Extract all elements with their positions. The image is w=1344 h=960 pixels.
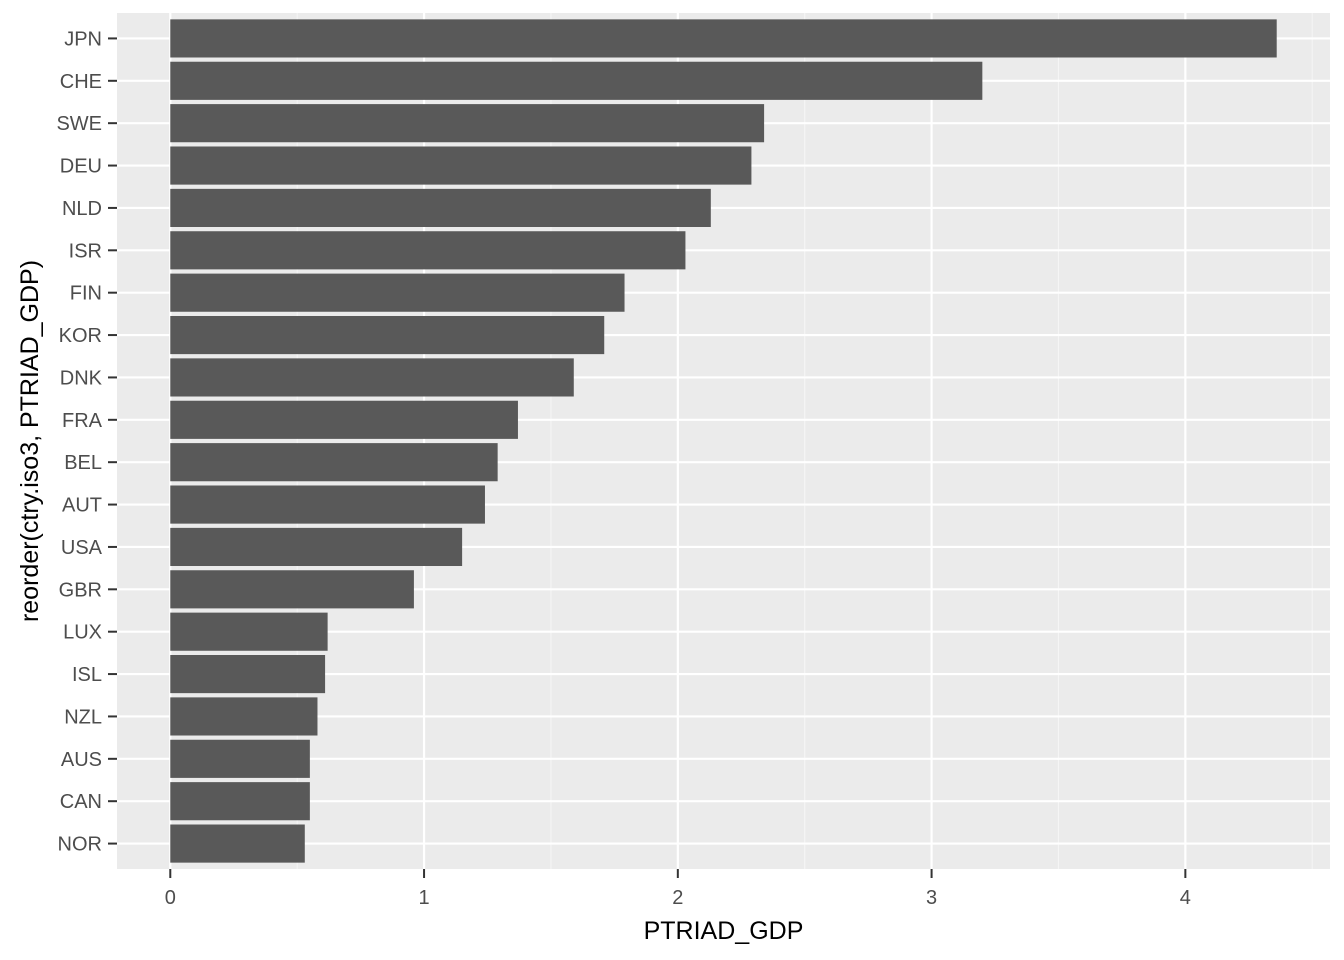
bar-aut: [170, 485, 485, 524]
y-tick-label: CAN: [60, 791, 102, 813]
y-tick-label: JPN: [64, 28, 102, 50]
y-tick-label: ISL: [72, 664, 102, 686]
bar-swe: [170, 104, 765, 143]
bar-aus: [170, 739, 310, 778]
bar-kor: [170, 315, 605, 355]
y-axis: JPN CHE SWE DEU NLD ISR FIN KOR DNK FRA BEL AUT USA G…: [56, 28, 117, 856]
x-axis-title: PTRIAD_GDP: [644, 917, 804, 945]
y-axis-title: reorder(ctry.iso3, PTRIAD_GDP): [16, 260, 44, 622]
y-tick-label: GBR: [59, 579, 102, 601]
bar-isr: [170, 231, 686, 270]
bar-nld: [170, 188, 711, 227]
x-tick-label: 4: [1180, 887, 1191, 909]
y-tick-label: DEU: [60, 156, 102, 178]
x-tick-label: 0: [165, 887, 176, 909]
bar-nzl: [170, 697, 318, 736]
y-tick-label: AUS: [61, 749, 102, 771]
y-tick-label: NOR: [58, 834, 102, 856]
bar-dnk: [170, 358, 574, 397]
x-tick-label: 3: [926, 887, 937, 909]
y-tick-label: BEL: [64, 452, 102, 474]
bar-can: [170, 782, 310, 821]
y-tick-label: SWE: [56, 113, 102, 135]
bar-lux: [170, 612, 328, 651]
bar-fra: [170, 400, 518, 439]
x-axis: 0 1 2 3 4: [165, 869, 1191, 909]
x-tick-label: 1: [418, 887, 429, 909]
bar-deu: [170, 146, 752, 185]
y-tick-label: AUT: [62, 495, 102, 517]
y-tick-label: FIN: [70, 283, 102, 305]
y-tick-label: USA: [61, 537, 103, 559]
bars: [170, 19, 1277, 863]
bar-isl: [170, 655, 326, 694]
bar-bel: [170, 443, 498, 482]
bar-gbr: [170, 570, 414, 609]
y-tick-label: KOR: [59, 325, 102, 347]
x-tick-label: 2: [672, 887, 683, 909]
y-tick-label: CHE: [60, 71, 102, 93]
y-tick-label: DNK: [60, 367, 103, 389]
y-tick-label: FRA: [62, 410, 103, 432]
y-tick-label: NLD: [62, 198, 102, 220]
y-tick-label: ISR: [69, 240, 102, 262]
bar-usa: [170, 527, 463, 567]
y-tick-label: NZL: [64, 706, 102, 728]
y-tick-label: LUX: [63, 622, 102, 644]
bar-che: [170, 61, 983, 100]
bar-jpn: [170, 19, 1277, 58]
bar-fin: [170, 273, 625, 312]
bar-nor: [170, 824, 305, 863]
